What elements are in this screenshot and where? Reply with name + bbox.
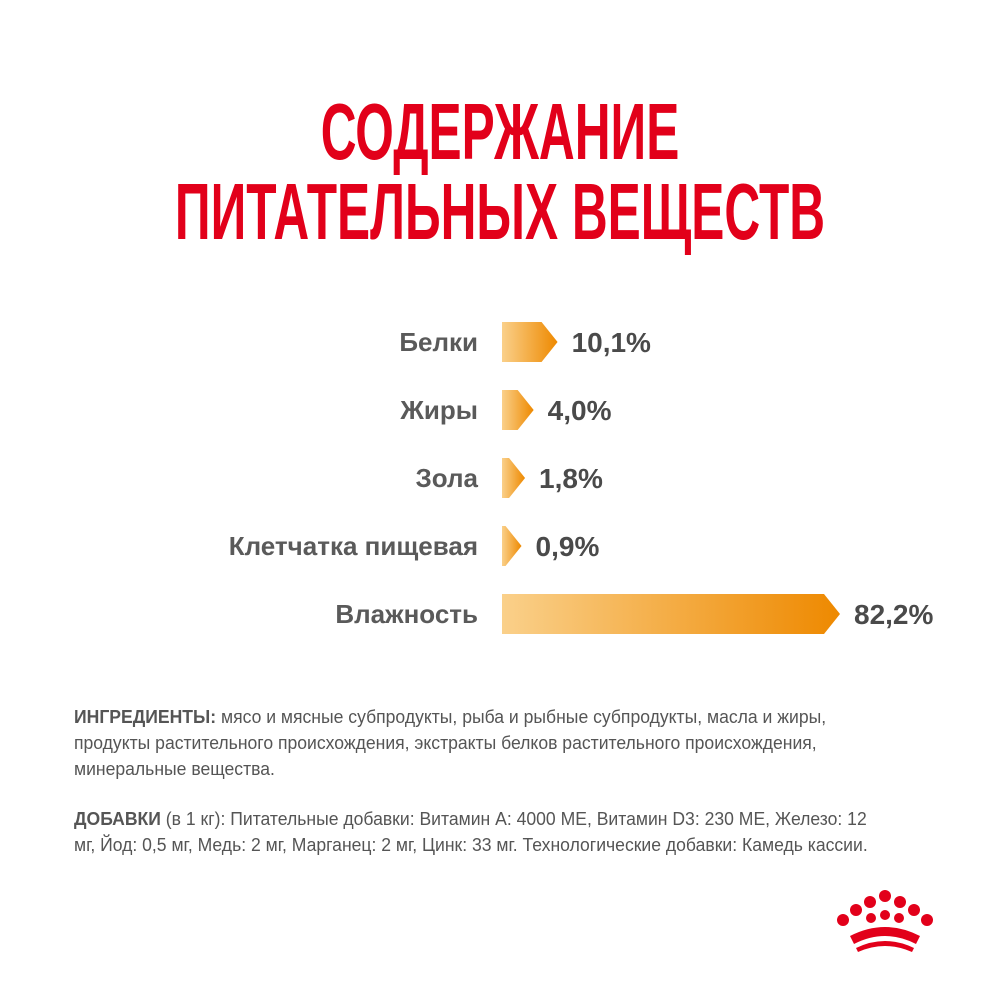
- ingredients-label: ИНГРЕДИЕНТЫ:: [74, 706, 217, 727]
- chart: Белки 10,1% Жиры 4,0% Зола 1,8% Клетчатка пище…: [229, 322, 933, 634]
- category-label: Влажность: [335, 599, 478, 629]
- bar: [502, 458, 526, 498]
- ingredients-text: мясо и мясные субпродукты, рыба и рыбные…: [74, 706, 827, 779]
- category-label: Жиры: [399, 395, 478, 425]
- value-label: 0,9%: [536, 531, 600, 562]
- value-label: 4,0%: [548, 395, 612, 426]
- category-label: Зола: [416, 463, 479, 493]
- category-label: Белки: [399, 327, 478, 357]
- category-label: Клетчатка пищевая: [229, 531, 478, 561]
- additives: ДОБАВКИ (в 1 кг): Питательные добавки: В…: [74, 806, 882, 858]
- value-label: 82,2%: [854, 599, 933, 630]
- value-label: 10,1%: [572, 327, 651, 358]
- bar: [502, 526, 522, 566]
- value-label: 1,8%: [539, 463, 603, 494]
- bar: [502, 594, 840, 634]
- bar: [502, 322, 558, 362]
- bar: [502, 390, 534, 430]
- ingredients: ИНГРЕДИЕНТЫ: мясо и мясные субпродукты, …: [74, 704, 882, 782]
- chart-title: СОДЕРЖАНИЕ ПИТАТЕЛЬНЫХ ВЕЩЕСТВ: [174, 87, 826, 256]
- logo: [837, 890, 933, 952]
- additives-label: ДОБАВКИ: [74, 808, 161, 829]
- additives-text: (в 1 кг): Питательные добавки: Витамин А…: [74, 808, 868, 855]
